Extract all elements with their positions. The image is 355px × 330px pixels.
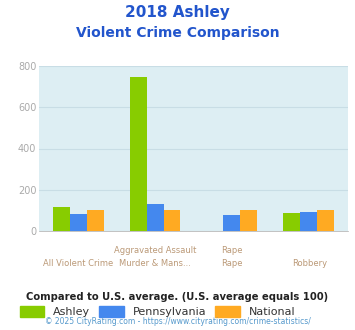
Bar [53,207,70,231]
Text: Compared to U.S. average. (U.S. average equals 100): Compared to U.S. average. (U.S. average … [26,292,329,302]
Bar [317,211,334,231]
Text: © 2025 CityRating.com - https://www.cityrating.com/crime-statistics/: © 2025 CityRating.com - https://www.city… [45,317,310,326]
Text: All Violent Crime: All Violent Crime [43,259,113,268]
Bar [240,211,257,231]
Bar [164,211,180,231]
Text: Robbery: Robbery [292,259,327,268]
Bar [87,211,104,231]
Bar [283,213,300,231]
Text: Murder & Mans...: Murder & Mans... [119,259,191,268]
Text: Violent Crime Comparison: Violent Crime Comparison [76,26,279,40]
Text: Rape: Rape [221,259,243,268]
Legend: Ashley, Pennsylvania, National: Ashley, Pennsylvania, National [20,306,295,317]
Bar [300,212,317,231]
Text: 2018 Ashley: 2018 Ashley [125,5,230,20]
Bar [223,214,240,231]
Bar [130,77,147,231]
Bar [147,204,164,231]
Bar [70,214,87,231]
Text: Aggravated Assault: Aggravated Assault [114,246,196,255]
Text: Rape: Rape [221,246,243,255]
